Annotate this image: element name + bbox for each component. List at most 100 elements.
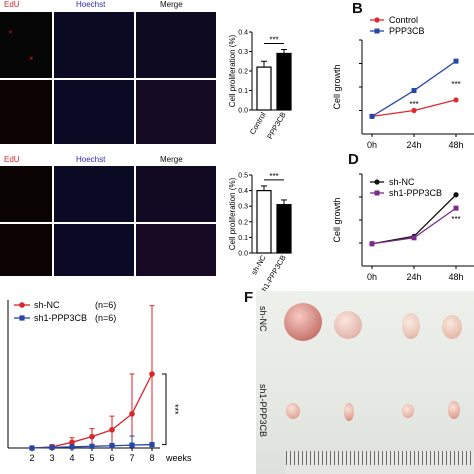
tumor-photo — [256, 291, 474, 474]
x-tick-label: 48h — [448, 272, 463, 282]
micrograph-merge-control — [136, 12, 216, 78]
y-axis-label: Cell growth — [332, 64, 342, 109]
y-tick-label: 0.4 — [238, 188, 248, 195]
y-tick-label: 0.2 — [238, 219, 248, 226]
micrograph-hoechst-sh1 — [54, 224, 134, 276]
x-tick-label: 4 — [69, 453, 74, 463]
y-axis-label: Cell proliferation (%) — [228, 34, 237, 107]
x-tick-label: 24h — [406, 140, 421, 150]
photo-row-label-sh1: sh1-PPP3CB — [258, 384, 268, 438]
data-point — [89, 433, 95, 440]
significance-annotation: *** — [451, 215, 460, 224]
tumor-shnc-4 — [442, 315, 462, 339]
significance-bracket — [162, 373, 167, 446]
significance-annotation: *** — [409, 100, 418, 109]
y-tick-label: 0.2 — [238, 69, 248, 76]
x-tick-label: 3 — [49, 453, 54, 463]
y-axis-label: Cell proliferation (%) — [228, 177, 237, 250]
legend-marker — [374, 190, 380, 196]
legend-marker — [374, 179, 380, 185]
data-point — [411, 88, 417, 94]
y-tick-label: 0.5 — [238, 173, 248, 180]
y-tick-label: 0.4 — [238, 30, 248, 37]
micrograph-header-merge-top: Merge — [160, 0, 183, 9]
micrograph-merge-ppp3cb — [136, 80, 216, 144]
x-tick-label: Control — [248, 110, 268, 136]
tumor-sh1-3 — [402, 404, 414, 418]
x-tick-label: 0h — [367, 140, 377, 150]
micrograph-edu-shnc — [0, 166, 52, 222]
chart-e-tumor-volume: 2 3 4 5 6 7 8 weeks sh-NC (n=6) sh1-PPP3CB (n=6) *** — [7, 300, 192, 463]
x-tick-label: 2 — [29, 453, 34, 463]
legend-label: sh1-PPP3CB — [34, 313, 87, 323]
data-point — [453, 192, 459, 198]
legend-label: PPP3CB — [389, 26, 425, 36]
data-point — [149, 371, 155, 377]
tumor-shnc-1 — [284, 303, 322, 341]
data-point — [109, 443, 115, 449]
x-tick-label: 0h — [367, 272, 377, 282]
micrograph-header-edu-bottom: EdU — [4, 155, 20, 164]
tumor-sh1-2 — [344, 403, 354, 421]
micrograph-edu-ppp3cb — [0, 80, 52, 144]
data-point — [453, 205, 459, 211]
y-tick-label: 0.3 — [238, 49, 248, 56]
micrograph-header-hoechst-top: Hoechst — [76, 0, 106, 9]
x-axis-label: weeks — [165, 453, 192, 463]
micrograph-hoechst-ppp3cb — [54, 80, 134, 144]
x-tick-label: sh-NC — [249, 253, 268, 276]
significance-annotation: *** — [269, 172, 278, 181]
legend-label: sh-NC — [389, 177, 415, 187]
y-tick-label: 0.0 — [238, 251, 248, 258]
significance-annotation: *** — [269, 36, 278, 45]
micrograph-merge-shnc — [136, 166, 216, 222]
panel-letter-f: F — [244, 289, 254, 306]
x-tick-label: 7 — [129, 453, 134, 463]
tumor-sh1-4 — [448, 401, 460, 419]
y-axis-label: Cell growth — [332, 197, 342, 242]
data-point — [29, 445, 35, 451]
data-point — [69, 444, 75, 450]
data-point — [109, 426, 115, 433]
data-point — [69, 439, 75, 446]
tumor-shnc-3 — [402, 313, 420, 339]
micrograph-header-merge-bottom: Merge — [160, 155, 183, 164]
legend-label: sh-NC — [34, 300, 60, 310]
panel-letter-d: D — [348, 151, 359, 168]
data-point — [411, 235, 417, 241]
bar-control — [256, 66, 272, 111]
data-point — [453, 58, 459, 64]
bar-ppp3cb — [276, 52, 292, 111]
y-tick-label: 0.1 — [238, 235, 248, 242]
legend-label: Control — [389, 15, 418, 25]
x-tick-label: 5 — [89, 453, 94, 463]
x-tick-label: 6 — [109, 453, 114, 463]
data-point — [89, 443, 95, 449]
legend-n-label: (n=6) — [95, 300, 116, 310]
micrograph-merge-sh1 — [136, 224, 216, 276]
data-point — [411, 107, 417, 114]
bar-sh1-ppp3cb — [276, 204, 292, 254]
legend-n-label: (n=6) — [95, 313, 116, 323]
micrograph-header-hoechst-bottom: Hoechst — [76, 155, 106, 164]
ruler — [286, 451, 474, 465]
panel-letter-b: B — [352, 0, 363, 17]
y-tick-label: 0.1 — [238, 88, 248, 95]
bar-sh-nc — [256, 190, 272, 254]
micrograph-edu-sh1 — [0, 224, 52, 276]
legend-marker — [19, 302, 25, 308]
data-point — [149, 441, 155, 448]
legend-marker — [374, 17, 380, 23]
legend-marker — [19, 315, 25, 321]
micrograph-header-edu-top: EdU — [4, 0, 20, 9]
legend-marker — [374, 28, 380, 34]
y-tick-label: 0.0 — [238, 108, 248, 115]
x-tick-label: 8 — [149, 453, 154, 463]
micrograph-hoechst-shnc — [54, 166, 134, 222]
tumor-sh1-1 — [286, 403, 300, 419]
micrograph-hoechst-control — [54, 12, 134, 78]
